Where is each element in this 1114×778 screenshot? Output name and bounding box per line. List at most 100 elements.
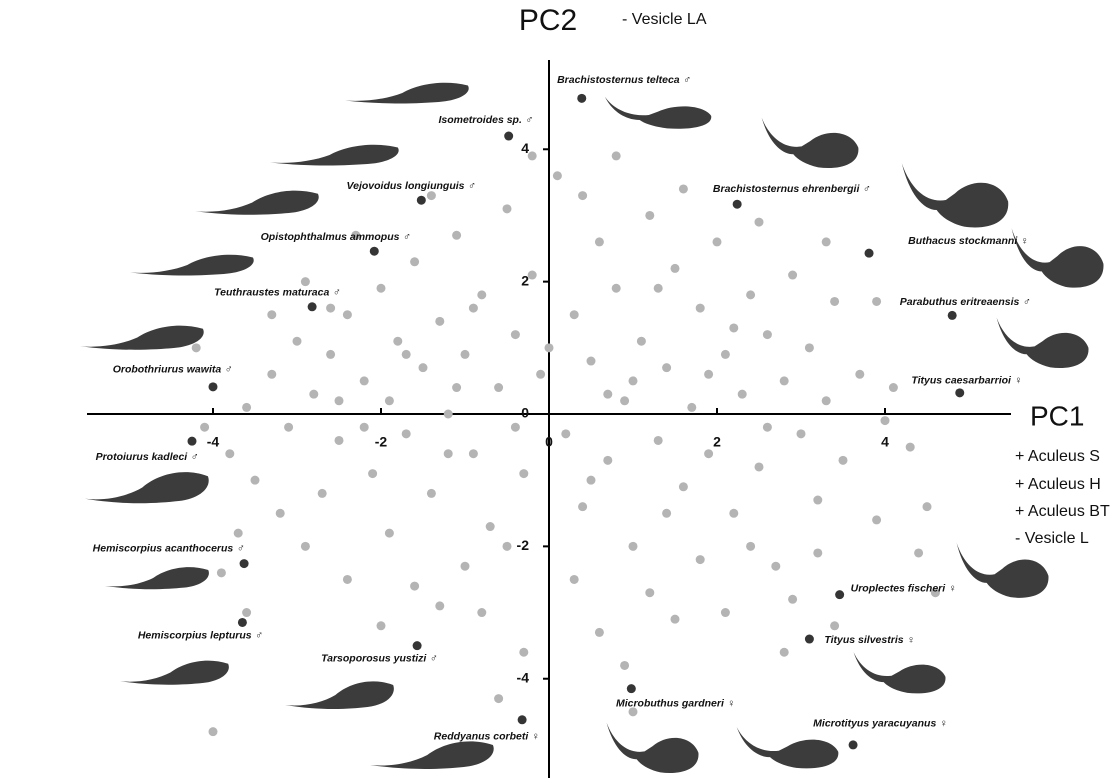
point <box>426 191 436 201</box>
point <box>510 330 520 340</box>
x-tick-label: 0 <box>545 434 553 450</box>
point <box>821 396 831 406</box>
point <box>872 515 882 525</box>
point <box>737 389 747 399</box>
point <box>342 310 352 320</box>
point <box>704 449 714 459</box>
point-label: Vejovoidus longiunguis ♂ <box>346 180 475 192</box>
point <box>494 694 504 704</box>
point <box>670 614 680 624</box>
point <box>242 402 252 412</box>
point <box>578 502 588 512</box>
point <box>326 349 336 359</box>
point <box>838 455 848 465</box>
point <box>729 508 739 518</box>
point-label: Tityus silvestris ♀ <box>824 634 914 646</box>
point-label: Tityus caesarbarrioi ♀ <box>911 375 1021 387</box>
point <box>242 608 252 618</box>
point <box>880 416 890 426</box>
point <box>771 561 781 571</box>
point <box>200 422 210 432</box>
point <box>762 422 772 432</box>
point <box>300 277 310 287</box>
point <box>586 475 596 485</box>
point <box>813 495 823 505</box>
y-axis-title: PC2 <box>519 4 577 37</box>
point <box>237 617 247 627</box>
point <box>384 396 394 406</box>
point-label: Buthacus stockmanni ♀ <box>908 235 1028 247</box>
point <box>435 601 445 611</box>
point <box>225 449 235 459</box>
point <box>788 594 798 604</box>
point <box>848 740 858 750</box>
point <box>922 502 932 512</box>
x-tick-label: 4 <box>881 434 889 450</box>
point <box>955 388 965 398</box>
point <box>376 621 386 631</box>
point-label: Reddyanus corbeti ♀ <box>434 731 539 743</box>
point-label: Tarsoporosus yustizi ♂ <box>321 652 437 664</box>
point <box>678 482 688 492</box>
point <box>502 541 512 551</box>
annotation: - Vesicle L <box>1015 530 1089 547</box>
point <box>813 548 823 558</box>
point <box>519 647 529 657</box>
point <box>359 422 369 432</box>
point <box>762 330 772 340</box>
point <box>369 246 379 256</box>
point <box>720 349 730 359</box>
point <box>359 376 369 386</box>
point <box>191 343 201 353</box>
point <box>662 508 672 518</box>
point <box>292 336 302 346</box>
point <box>239 559 249 569</box>
point <box>519 469 529 479</box>
point <box>779 376 789 386</box>
point <box>645 210 655 220</box>
point-label: Orobothriurus wawita ♂ <box>113 364 232 376</box>
point <box>267 310 277 320</box>
point <box>460 561 470 571</box>
point <box>645 588 655 598</box>
point <box>300 541 310 551</box>
point <box>309 389 319 399</box>
point <box>208 382 218 392</box>
point <box>804 343 814 353</box>
x-tick-label: -2 <box>375 434 388 450</box>
point-label: Uroplectes fischeri ♀ <box>851 582 956 594</box>
point <box>788 270 798 280</box>
point <box>746 541 756 551</box>
point <box>914 548 924 558</box>
point <box>410 257 420 267</box>
point <box>611 151 621 161</box>
point <box>443 409 453 419</box>
point <box>577 93 587 103</box>
point <box>485 522 495 532</box>
point <box>460 349 470 359</box>
point <box>536 369 546 379</box>
point <box>250 475 260 485</box>
point <box>208 727 218 737</box>
point <box>704 369 714 379</box>
y-tick-label: -2 <box>517 537 530 553</box>
point <box>342 574 352 584</box>
point <box>317 488 327 498</box>
point-label: Opistophthalmus ammopus ♂ <box>261 231 411 243</box>
point <box>636 336 646 346</box>
point <box>187 436 197 446</box>
point <box>544 343 554 353</box>
point <box>947 310 957 320</box>
point <box>267 369 277 379</box>
point <box>412 641 422 651</box>
point-label: Hemiscorpius acanthocerus ♂ <box>93 542 244 554</box>
point <box>561 429 571 439</box>
point <box>502 204 512 214</box>
point-label: Parabuthus eritreaensis ♂ <box>900 296 1030 308</box>
point <box>712 237 722 247</box>
annotation: + Aculeus BT <box>1015 503 1110 520</box>
point <box>275 508 285 518</box>
point <box>687 402 697 412</box>
point <box>368 469 378 479</box>
point <box>578 191 588 201</box>
